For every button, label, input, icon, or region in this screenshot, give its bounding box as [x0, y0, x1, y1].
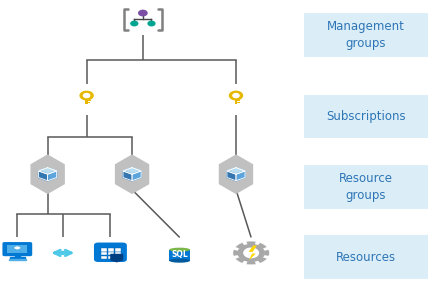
Polygon shape [15, 255, 20, 257]
FancyBboxPatch shape [237, 100, 240, 101]
Polygon shape [132, 171, 141, 181]
FancyBboxPatch shape [7, 245, 27, 253]
Circle shape [61, 251, 65, 254]
Polygon shape [48, 171, 57, 181]
FancyBboxPatch shape [85, 96, 88, 104]
FancyBboxPatch shape [108, 256, 114, 259]
Polygon shape [39, 171, 48, 181]
FancyBboxPatch shape [304, 95, 428, 139]
Polygon shape [31, 155, 64, 193]
FancyBboxPatch shape [101, 256, 107, 259]
FancyBboxPatch shape [3, 242, 32, 256]
Wedge shape [258, 243, 267, 249]
FancyBboxPatch shape [101, 248, 107, 252]
Circle shape [131, 21, 138, 26]
Circle shape [233, 94, 239, 98]
FancyBboxPatch shape [108, 248, 114, 252]
Wedge shape [246, 261, 256, 265]
Wedge shape [235, 243, 245, 249]
Wedge shape [235, 257, 245, 263]
FancyBboxPatch shape [115, 256, 121, 259]
Polygon shape [116, 155, 149, 193]
Polygon shape [9, 259, 26, 260]
Text: SQL: SQL [171, 250, 188, 259]
FancyBboxPatch shape [115, 252, 121, 255]
Polygon shape [123, 171, 132, 181]
Polygon shape [15, 247, 20, 249]
Wedge shape [264, 250, 269, 256]
Circle shape [244, 248, 259, 258]
Polygon shape [236, 171, 245, 181]
Polygon shape [220, 155, 252, 193]
Circle shape [148, 21, 155, 26]
Polygon shape [10, 257, 25, 259]
Wedge shape [233, 250, 239, 256]
FancyBboxPatch shape [94, 243, 127, 262]
FancyBboxPatch shape [235, 96, 237, 104]
FancyBboxPatch shape [115, 248, 121, 252]
Circle shape [65, 251, 70, 254]
Wedge shape [258, 257, 267, 263]
Polygon shape [39, 168, 57, 174]
Circle shape [139, 10, 147, 16]
Polygon shape [111, 255, 123, 262]
Polygon shape [123, 168, 141, 174]
Circle shape [238, 244, 264, 261]
Ellipse shape [169, 259, 190, 263]
Polygon shape [227, 171, 236, 181]
Circle shape [229, 91, 242, 100]
FancyBboxPatch shape [304, 235, 428, 279]
Circle shape [80, 91, 93, 100]
FancyBboxPatch shape [88, 100, 91, 101]
Text: Subscriptions: Subscriptions [326, 110, 406, 123]
Circle shape [56, 251, 61, 254]
FancyBboxPatch shape [237, 102, 239, 103]
Circle shape [84, 94, 90, 98]
FancyBboxPatch shape [88, 102, 90, 103]
FancyBboxPatch shape [108, 252, 114, 255]
FancyBboxPatch shape [101, 252, 107, 255]
Polygon shape [227, 168, 245, 174]
FancyBboxPatch shape [304, 13, 428, 57]
Wedge shape [246, 241, 256, 245]
FancyBboxPatch shape [304, 165, 428, 209]
Polygon shape [249, 246, 257, 260]
Text: Resources: Resources [336, 251, 396, 264]
Text: Management
groups: Management groups [327, 21, 405, 50]
Ellipse shape [169, 248, 190, 252]
FancyBboxPatch shape [169, 250, 190, 261]
Text: Resource
groups: Resource groups [339, 172, 393, 201]
